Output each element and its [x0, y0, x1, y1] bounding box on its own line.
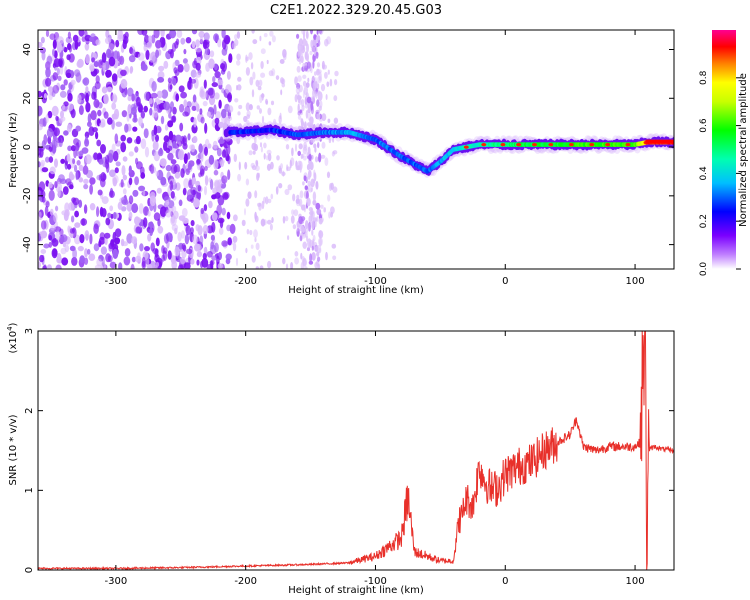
snr-y-scale-exp: 4 [6, 326, 14, 331]
spectrogram-y-ticks: -40 -20 0 20 40 [22, 43, 674, 253]
colorbar-tick-label: 0.4 [699, 166, 709, 181]
y-tick-label: 3 [24, 328, 35, 334]
x-tick-label: 0 [502, 276, 508, 287]
x-tick-label: 100 [626, 276, 645, 287]
snr-frame [37, 330, 675, 571]
svg-text:(x104): (x104) [6, 322, 19, 353]
colorbar-label: Normalized spectral amplitude [738, 73, 749, 227]
figure-title: C2E1.2022.329.20.45.G03 [270, 3, 442, 18]
y-tick-label: 20 [22, 92, 33, 105]
x-tick-label: -100 [364, 276, 387, 287]
colorbar: 0.0 0.2 0.4 0.6 0.8 Normalized spectral ampl… [699, 30, 749, 276]
snr-x-label: Height of straight line (km) [288, 585, 424, 596]
spectrogram-y-label: Frequency (Hz) [8, 112, 19, 188]
y-tick-label: 0 [24, 567, 35, 573]
snr-y-scale: (x104) [6, 322, 19, 353]
y-tick-label: 0 [22, 144, 33, 150]
colorbar-ticks: 0.0 0.2 0.4 0.6 0.8 [699, 70, 741, 276]
spectrogram-ridge [222, 121, 674, 178]
colorbar-tick-label: 0.6 [699, 118, 709, 133]
snr-y-ticks: 0 1 2 3 [24, 328, 674, 573]
y-tick-label: 1 [24, 487, 35, 493]
colorbar-tick-label: 0.0 [699, 262, 709, 277]
snr-y-label: SNR (10 * v/v) [8, 414, 19, 485]
x-tick-label: -100 [364, 576, 387, 587]
snr-x-ticks: -300 -200 -100 0 100 [105, 331, 645, 587]
spectrogram-x-ticks: -300 -200 -100 0 100 [105, 30, 645, 287]
spectrogram-x-label: Height of straight line (km) [288, 285, 424, 296]
x-tick-label: -200 [234, 276, 257, 287]
snr-plot-area [38, 331, 674, 570]
spectrogram-frame [37, 29, 675, 270]
x-tick-label: 0 [502, 576, 508, 587]
x-tick-label: 100 [626, 576, 645, 587]
x-tick-label: -300 [105, 576, 128, 587]
colorbar-gradient [712, 30, 736, 269]
x-tick-label: -200 [234, 576, 257, 587]
colorbar-tick-label: 0.8 [699, 70, 709, 85]
y-tick-label: -20 [22, 188, 33, 204]
snr-panel: -300 -200 -100 0 100 0 1 2 3 Height of straight… [6, 322, 675, 596]
y-tick-label: 2 [24, 407, 35, 413]
colorbar-tick-label: 0.2 [699, 214, 709, 228]
y-tick-label: 40 [22, 43, 33, 56]
spectrogram-noise-field [38, 30, 339, 269]
y-tick-label: -40 [22, 236, 33, 252]
snr-y-scale-base: (x10 [8, 331, 19, 354]
x-tick-label: -300 [105, 276, 128, 287]
snr-y-scale-close: ) [8, 322, 19, 326]
snr-series-line [38, 331, 674, 570]
spectrogram-plot-area [38, 30, 674, 269]
